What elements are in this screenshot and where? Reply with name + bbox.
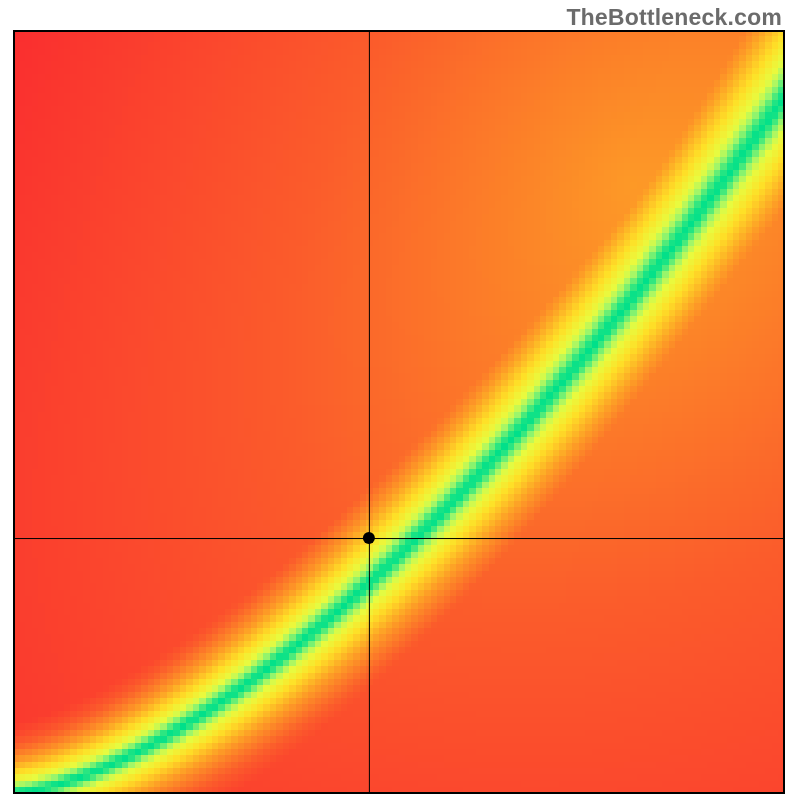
- watermark-text: TheBottleneck.com: [566, 4, 782, 31]
- heatmap-plot: [13, 30, 785, 794]
